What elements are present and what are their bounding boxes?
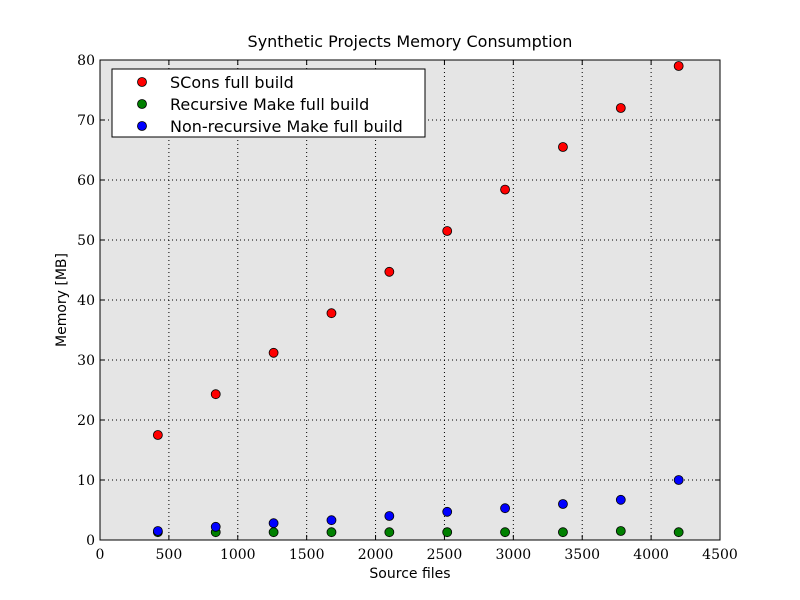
data-point (210, 521, 221, 532)
plot-frame (99, 59, 721, 541)
x-tick-label: 1000 (220, 547, 256, 563)
data-point (384, 511, 395, 521)
y-tick-label: 60 (77, 173, 95, 189)
data-points (152, 61, 684, 538)
y-tick-label: 10 (77, 473, 95, 489)
data-point (500, 527, 510, 538)
x-tick-label: 500 (156, 547, 183, 563)
data-point (326, 308, 337, 319)
x-tick-label: 3000 (496, 547, 532, 563)
x-tick-label: 1500 (289, 547, 325, 563)
legend-label: Non-recursive Make full build (170, 117, 403, 136)
data-point (442, 527, 453, 538)
data-point (558, 142, 568, 152)
data-point (615, 103, 626, 113)
y-tick-label: 0 (86, 533, 95, 549)
y-tick-label: 70 (77, 113, 95, 129)
data-point (615, 526, 626, 536)
data-point (384, 527, 395, 538)
legend-label: SCons full build (170, 73, 294, 92)
legend-marker (137, 121, 147, 131)
tick-labels: 0 500 1000 1500 2000 2500 3000 3500 4000 4500 0 10 2… (77, 53, 738, 563)
y-tick-label: 30 (77, 353, 95, 369)
data-point (326, 515, 337, 526)
x-axis-label: Source files (369, 566, 450, 582)
y-tick-label: 50 (77, 233, 95, 249)
data-point (558, 527, 568, 538)
x-tick-label: 2000 (358, 547, 394, 563)
data-point (152, 526, 163, 536)
data-point (210, 389, 221, 400)
y-tick-label: 40 (77, 293, 95, 309)
legend: SCons full build Recursive Make full buil… (111, 68, 426, 138)
data-point (673, 61, 684, 71)
data-point (326, 527, 337, 538)
x-tick-label: 0 (96, 547, 105, 563)
legend-label: Recursive Make full build (170, 95, 369, 114)
legend-box (111, 68, 426, 138)
data-point (558, 499, 568, 509)
x-tick-label: 2500 (427, 547, 463, 563)
data-point (500, 184, 510, 195)
data-point (152, 430, 163, 440)
data-point (442, 506, 453, 517)
data-point (384, 266, 395, 277)
x-tick-label: 3500 (564, 547, 600, 563)
grid-lines (100, 60, 720, 540)
data-point (673, 475, 684, 485)
y-axis-label: Memory [MB] (54, 253, 70, 347)
x-tick-label: 4500 (702, 547, 738, 563)
y-tick-label: 80 (77, 53, 95, 69)
data-point (500, 503, 510, 514)
x-tick-label: 4000 (633, 547, 669, 563)
chart-title: Synthetic Projects Memory Consumption (248, 32, 573, 51)
data-point (673, 527, 684, 538)
legend-marker (137, 77, 147, 87)
data-point (268, 347, 279, 358)
data-point (442, 226, 453, 236)
data-point (615, 494, 626, 505)
data-point (268, 527, 279, 538)
y-tick-label: 20 (77, 413, 95, 429)
data-point (268, 518, 279, 529)
legend-marker (137, 99, 147, 109)
